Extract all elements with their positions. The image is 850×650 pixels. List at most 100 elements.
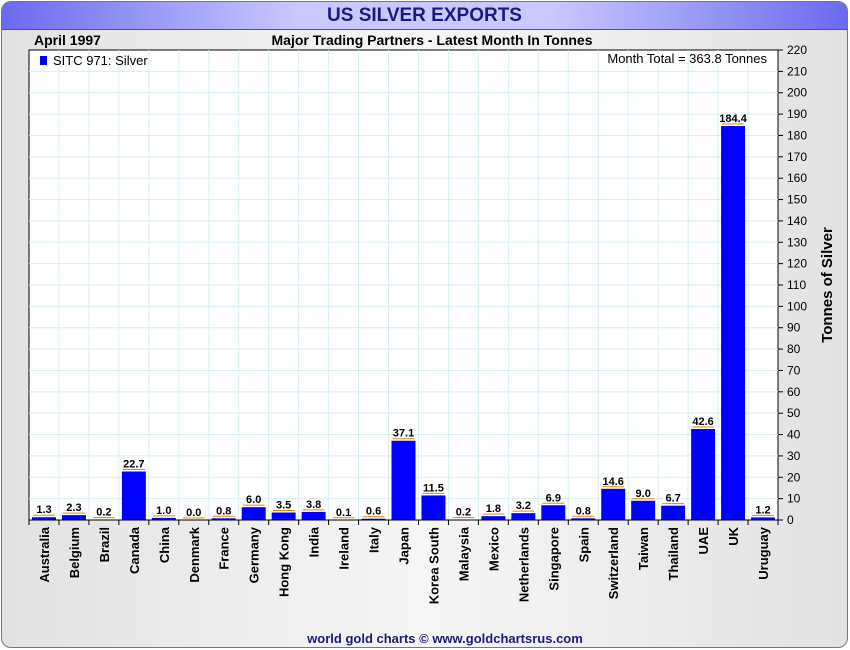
bar-value-label: 3.2 xyxy=(516,500,531,512)
chart-title: US SILVER EXPORTS xyxy=(2,2,847,30)
x-tick-label: Hong Kong xyxy=(277,527,292,597)
y-tick-label: 130 xyxy=(787,235,807,249)
bar-value-label: 0.2 xyxy=(456,507,471,519)
y-tick-label: 200 xyxy=(787,86,807,100)
x-tick-label: Germany xyxy=(247,526,262,583)
legend-swatch xyxy=(40,56,47,65)
bar-germany xyxy=(241,507,266,520)
y-tick-label: 160 xyxy=(787,171,807,185)
bar-china xyxy=(151,517,176,520)
x-tick-label: Belgium xyxy=(67,527,82,578)
bar-value-label: 1.2 xyxy=(755,504,770,516)
y-tick-label: 40 xyxy=(787,428,801,442)
bar-value-label: 1.3 xyxy=(36,504,51,516)
bar-australia xyxy=(32,517,56,520)
bar-france xyxy=(211,518,236,520)
bar-value-label: 0.0 xyxy=(186,507,201,519)
y-tick-label: 70 xyxy=(787,363,801,377)
y-tick-label: 50 xyxy=(787,406,801,420)
bar-netherlands xyxy=(511,513,536,520)
x-tick-label: Malaysia xyxy=(456,526,471,581)
x-tick-label: Singapore xyxy=(546,527,561,591)
bar-canada xyxy=(121,471,146,520)
bar-hong-kong xyxy=(271,512,296,520)
bar-value-label: 0.1 xyxy=(336,507,351,519)
y-tick-label: 100 xyxy=(787,299,807,313)
x-tick-label: Australia xyxy=(37,526,52,582)
bar-belgium xyxy=(61,515,86,520)
x-tick-label: Japan xyxy=(397,527,412,565)
x-tick-label: Canada xyxy=(127,526,142,574)
y-tick-label: 30 xyxy=(787,449,801,463)
bar-italy xyxy=(361,518,386,520)
bar-singapore xyxy=(541,505,566,520)
x-tick-label: Netherlands xyxy=(516,527,531,602)
x-tick-label: Brazil xyxy=(97,527,112,562)
y-tick-label: 90 xyxy=(787,321,801,335)
x-tick-label: Korea South xyxy=(426,527,441,604)
x-tick-label: Denmark xyxy=(187,526,202,582)
legend-label: SITC 971: Silver xyxy=(53,53,148,68)
bar-value-label: 42.6 xyxy=(692,416,713,428)
date-label: April 1997 xyxy=(34,32,101,48)
y-tick-label: 180 xyxy=(787,128,807,142)
x-tick-label: Ireland xyxy=(337,527,352,570)
y-tick-label: 10 xyxy=(787,492,801,506)
x-tick-label: Thailand xyxy=(666,527,681,581)
bar-value-label: 11.5 xyxy=(423,482,444,494)
bar-value-label: 1.8 xyxy=(486,503,501,515)
x-tick-label: Uruguay xyxy=(756,526,771,580)
bar-value-label: 1.0 xyxy=(156,505,171,517)
bar-value-label: 2.3 xyxy=(66,502,81,514)
x-tick-label: UAE xyxy=(696,527,711,555)
bar-value-label: 14.6 xyxy=(603,476,624,488)
x-tick-label: Italy xyxy=(367,526,382,553)
y-tick-label: 190 xyxy=(787,107,807,121)
bar-switzerland xyxy=(601,488,626,520)
x-tick-label: UK xyxy=(726,526,741,545)
y-tick-label: 60 xyxy=(787,385,801,399)
bar-value-label: 22.7 xyxy=(123,459,144,471)
y-tick-label: 110 xyxy=(787,278,806,292)
month-total: Month Total = 363.8 Tonnes xyxy=(607,51,767,66)
bar-value-label: 9.0 xyxy=(636,488,651,500)
x-tick-label: India xyxy=(307,526,322,557)
x-tick-label: Taiwan xyxy=(636,527,651,570)
y-axis-label: Tonnes of Silver xyxy=(819,227,836,343)
bar-value-label: 6.9 xyxy=(546,492,561,504)
y-tick-label: 140 xyxy=(787,214,807,228)
y-tick-label: 170 xyxy=(787,150,807,164)
bar-value-label: 3.5 xyxy=(276,500,291,512)
bar-uruguay xyxy=(751,517,775,520)
bar-uae xyxy=(691,428,716,520)
bar-value-label: 184.4 xyxy=(719,113,747,125)
x-tick-label: Spain xyxy=(576,527,591,562)
bar-value-label: 3.8 xyxy=(306,499,321,511)
chart-subtitle: Major Trading Partners - Latest Month In… xyxy=(272,32,593,48)
bar-value-label: 0.8 xyxy=(216,505,231,517)
y-tick-label: 80 xyxy=(787,342,801,356)
bar-spain xyxy=(571,518,596,520)
y-tick-label: 220 xyxy=(787,43,807,57)
bar-value-label: 0.8 xyxy=(576,505,591,517)
bar-value-label: 6.0 xyxy=(246,494,261,506)
y-tick-label: 150 xyxy=(787,193,807,207)
bar-mexico xyxy=(481,516,506,520)
bar-value-label: 0.2 xyxy=(96,507,111,519)
bar-value-label: 37.1 xyxy=(393,428,414,440)
bar-thailand xyxy=(661,505,686,520)
y-tick-label: 120 xyxy=(787,257,807,271)
bar-japan xyxy=(391,440,416,520)
y-tick-label: 210 xyxy=(787,64,807,78)
x-tick-label: France xyxy=(217,527,232,570)
x-tick-label: Mexico xyxy=(486,527,501,571)
bar-value-label: 0.6 xyxy=(366,506,381,518)
bar-uk xyxy=(721,126,746,521)
bar-korea-south xyxy=(421,495,446,520)
y-tick-label: 20 xyxy=(787,470,801,484)
bar-india xyxy=(301,511,326,520)
x-tick-label: China xyxy=(157,526,172,563)
bar-taiwan xyxy=(631,500,656,520)
bar-value-label: 6.7 xyxy=(665,493,680,505)
footer-credit: world gold charts © www.goldchartsrus.co… xyxy=(306,631,583,646)
